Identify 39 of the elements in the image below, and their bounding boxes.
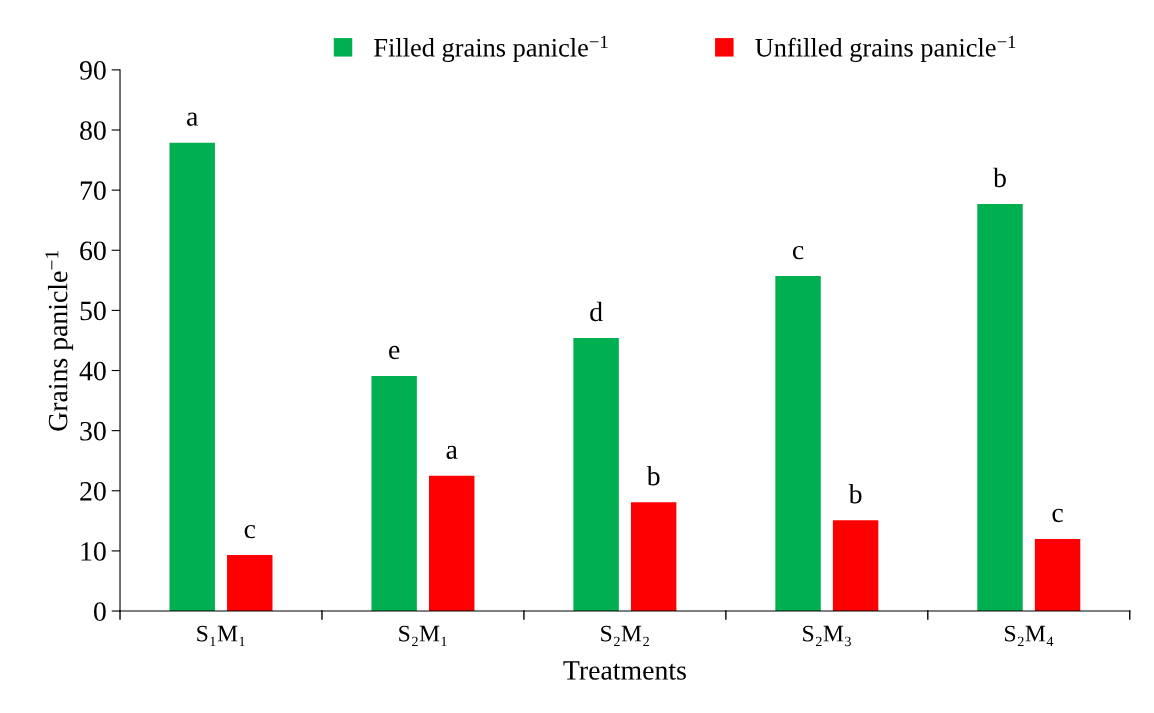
y-tick-label: 10 [81, 542, 106, 561]
legend-label: Unfilled grains panicle$^{−1}$ [755, 35, 1016, 63]
bar [630, 502, 677, 612]
y-axis-title: Grains panicle$^{−1}$ [45, 250, 74, 431]
y-tick-label: 20 [80, 481, 106, 501]
data-label: b [848, 483, 862, 504]
legend-label: Filled grains panicle$^{−1}$ [374, 35, 608, 63]
bar [977, 203, 1023, 612]
y-tick-label: 70 [80, 181, 106, 201]
y-tick-label: 40 [79, 361, 106, 381]
x-axis-title: Treatments [563, 661, 686, 680]
bar [429, 475, 475, 612]
x-tick-label: S₂M₁ [399, 625, 447, 647]
data-label: a [187, 112, 198, 126]
data-label: c [244, 525, 256, 539]
bar [371, 375, 417, 612]
data-label: e [389, 345, 400, 360]
data-label: b [993, 167, 1006, 188]
y-tick-label: 30 [80, 421, 106, 441]
x-tick-label: S₁M₁ [197, 625, 245, 647]
bar [573, 338, 619, 612]
data-label: d [590, 301, 603, 322]
y-tick-label: 60 [80, 241, 106, 261]
y-tick-label: 80 [80, 121, 106, 140]
y-tick-label: 0 [93, 602, 106, 621]
y-tick-label: 50 [80, 301, 106, 321]
data-label: b [646, 465, 660, 486]
x-tick-label: S₂M₂ [601, 625, 649, 647]
bar [227, 555, 273, 612]
data-label: c [792, 246, 804, 260]
bar [1034, 538, 1081, 612]
x-tick-label: S₂M₃ [803, 625, 851, 647]
bar [832, 520, 879, 612]
data-label: a [446, 445, 458, 459]
bar [775, 276, 821, 612]
y-tick-label: 90 [79, 61, 106, 80]
bar [169, 142, 215, 612]
x-tick-label: S₂M₄ [1005, 625, 1054, 647]
data-label: c [1052, 508, 1063, 523]
